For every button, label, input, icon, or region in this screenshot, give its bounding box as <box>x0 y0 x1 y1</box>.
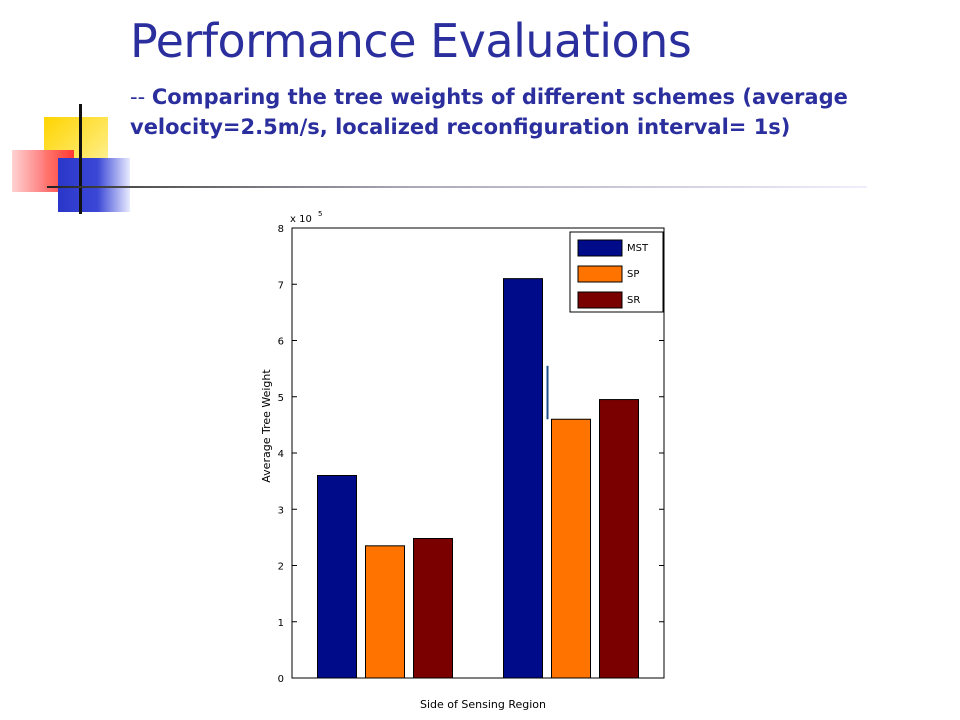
decor-vertical-line <box>79 104 82 214</box>
subtitle-text: Comparing the tree weights of different … <box>130 85 848 139</box>
decor-horizontal-rule <box>47 186 867 188</box>
y-tick-label: 1 <box>278 618 284 629</box>
x-axis-label: Side of Sensing Region <box>420 698 546 711</box>
slide-title: Performance Evaluations <box>130 14 692 68</box>
y-multiplier-label: x 10 <box>290 214 312 225</box>
bar-chart: 0 1 2 3 4 5 6 7 8 x 10 5 MST SP SR Side of Sensing Reg… <box>240 200 680 715</box>
y-tick-label: 3 <box>278 505 284 516</box>
y-tick-label: 2 <box>278 562 284 573</box>
bar-sr-1 <box>413 538 453 679</box>
bar-mst-1 <box>317 475 357 679</box>
bar-mst-2 <box>503 278 543 679</box>
decor-blue-square <box>58 158 130 212</box>
legend-label-sr: SR <box>627 295 640 306</box>
y-axis-label: Average Tree Weight <box>260 369 273 483</box>
bar-sp-2 <box>551 418 591 679</box>
legend-swatch-sr <box>577 291 623 309</box>
y-tick-label: 0 <box>278 674 284 685</box>
subtitle-dash: -- <box>130 85 152 109</box>
y-tick-label: 5 <box>278 393 284 404</box>
legend-label-mst: MST <box>627 243 649 254</box>
y-tick-label: 7 <box>278 280 284 291</box>
bar-sp-1 <box>365 545 405 679</box>
y-tick-label: 4 <box>278 449 284 460</box>
legend-swatch-mst <box>577 239 623 257</box>
y-tick-label: 6 <box>278 337 284 348</box>
y-tick-label: 8 <box>278 224 284 235</box>
legend-swatch-sp <box>577 265 623 283</box>
bar-sr-2 <box>599 399 639 679</box>
y-multiplier-exponent: 5 <box>318 210 322 218</box>
chart-svg: 0 1 2 3 4 5 6 7 8 x 10 5 MST SP SR Side of Sensing Reg… <box>260 210 665 711</box>
slide-subtitle: -- Comparing the tree weights of differe… <box>130 82 890 142</box>
legend-label-sp: SP <box>627 269 639 280</box>
